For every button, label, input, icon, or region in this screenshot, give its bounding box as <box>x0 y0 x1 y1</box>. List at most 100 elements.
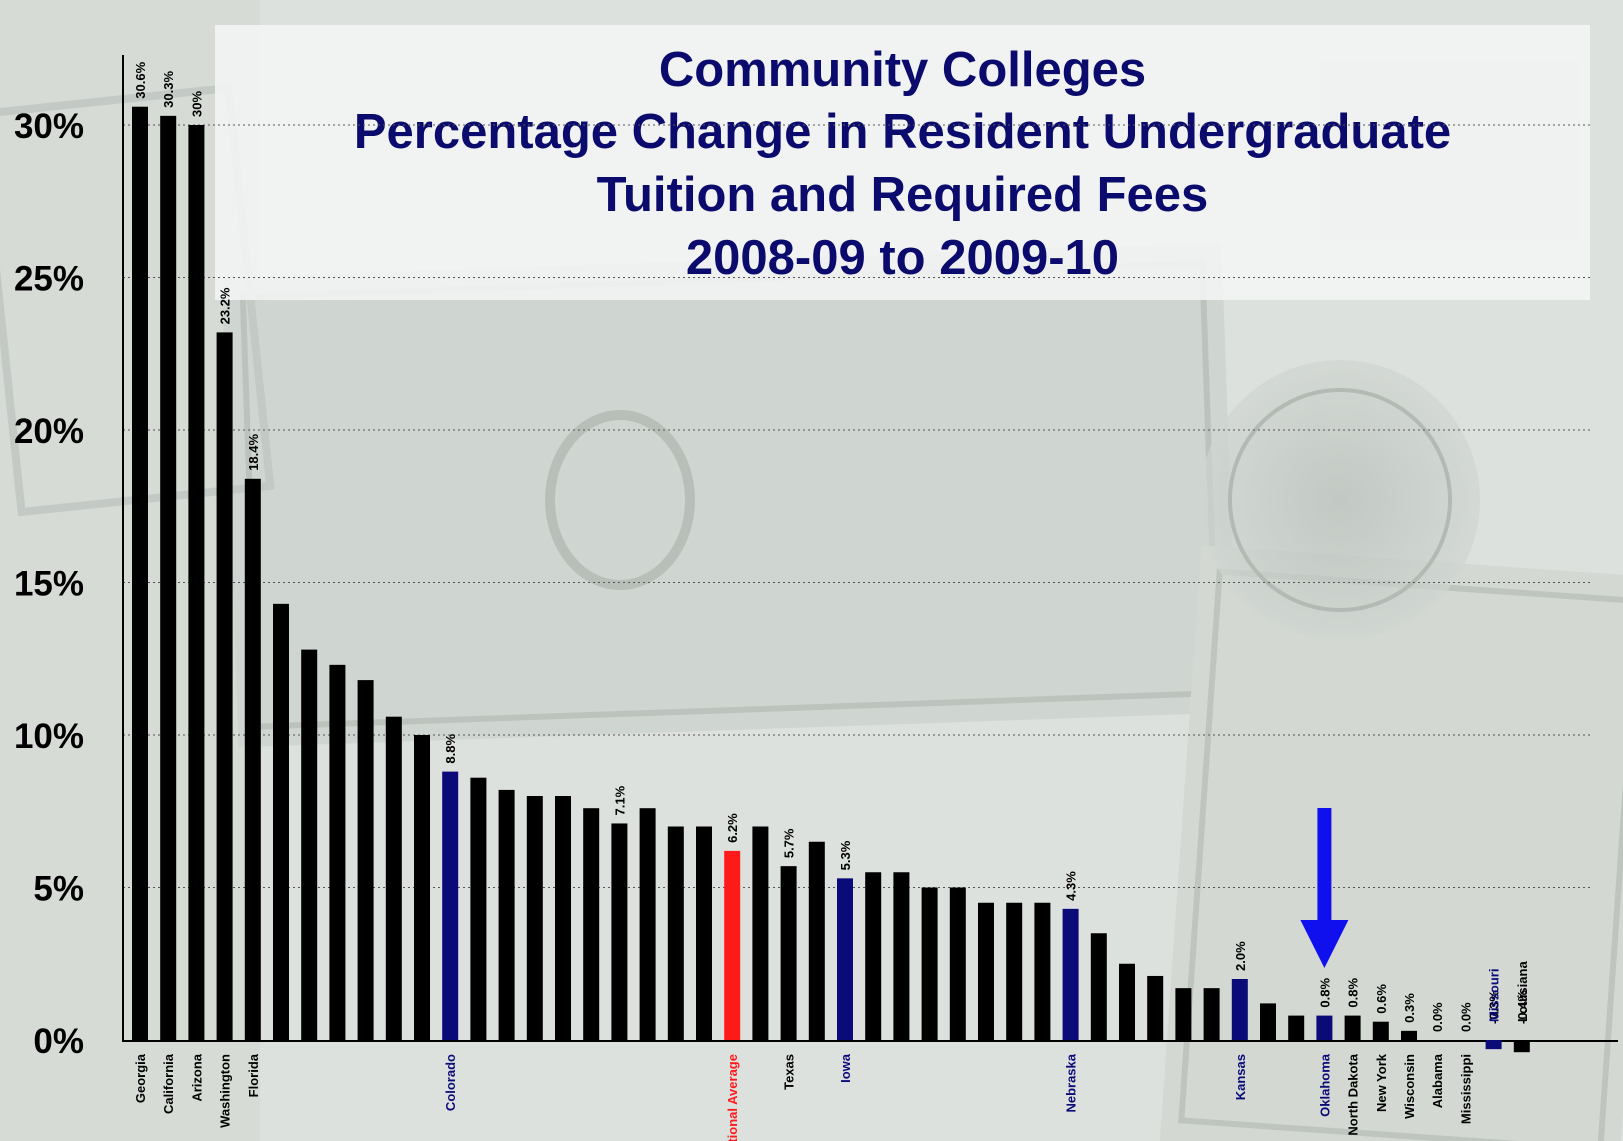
bar <box>1090 933 1107 1040</box>
bar <box>526 796 543 1040</box>
bar <box>1119 963 1135 1040</box>
data-label: 30.6% <box>133 61 148 98</box>
bar <box>1062 908 1079 1040</box>
data-label: 30.3% <box>161 71 176 108</box>
data-label: 0.8% <box>1317 978 1332 1008</box>
category-label: Georgia <box>133 1053 148 1103</box>
bar <box>1457 1040 1474 1041</box>
bar <box>611 823 628 1040</box>
bar <box>1231 979 1248 1040</box>
bar <box>273 603 289 1040</box>
bar <box>188 125 205 1040</box>
bar <box>1372 1021 1389 1040</box>
bar <box>216 332 233 1040</box>
bar <box>978 902 994 1040</box>
bar <box>1203 988 1220 1040</box>
bar <box>808 841 825 1040</box>
data-label: 5.7% <box>782 828 797 858</box>
y-tick-label: 15% <box>14 565 84 604</box>
bar <box>132 106 148 1040</box>
chart-title-line-4: 2008-09 to 2009-10 <box>685 231 1120 285</box>
category-label: New York <box>1374 1053 1389 1112</box>
data-label: -0.3% <box>1487 990 1502 1024</box>
bar <box>1316 1015 1333 1040</box>
bar <box>949 887 966 1040</box>
bar <box>1513 1040 1530 1053</box>
data-label: 0.3% <box>1402 993 1417 1023</box>
bar <box>1344 1015 1361 1040</box>
bar <box>837 878 853 1040</box>
bar <box>1034 902 1051 1040</box>
chart-title-line-1: Community Colleges <box>658 43 1147 97</box>
data-label: 2.0% <box>1233 941 1248 971</box>
data-label: 7.1% <box>612 785 627 815</box>
data-label: 0.0% <box>1458 1002 1473 1032</box>
bar <box>385 716 402 1040</box>
bar <box>160 115 177 1041</box>
data-label: 8.8% <box>443 734 458 764</box>
bar <box>780 866 797 1040</box>
category-label: Alabama <box>1430 1053 1445 1108</box>
category-label: Nebraska <box>1064 1053 1079 1112</box>
bar <box>329 664 346 1040</box>
category-label: Mississippi <box>1458 1054 1473 1124</box>
y-tick-label: 25% <box>14 260 84 299</box>
category-label: Wisconsin <box>1402 1054 1417 1119</box>
category-label: Louisiana <box>1515 961 1530 1022</box>
bar <box>470 777 487 1040</box>
arrow-shaft <box>1317 808 1332 923</box>
category-label: National Average <box>725 1054 740 1141</box>
category-label: Kansas <box>1233 1054 1248 1100</box>
bar <box>639 808 656 1040</box>
bar <box>442 771 459 1040</box>
bar <box>498 789 515 1040</box>
bar <box>752 826 769 1040</box>
bar <box>1006 902 1023 1040</box>
bar <box>357 680 374 1040</box>
bar <box>893 872 910 1040</box>
bar <box>724 850 741 1040</box>
bar <box>1147 975 1164 1040</box>
category-label: North Dakota <box>1346 1053 1361 1135</box>
data-label: 23.2% <box>218 287 233 324</box>
data-label: 18.4% <box>246 433 261 470</box>
category-label: Missouri <box>1487 969 1502 1022</box>
category-label: Washington <box>218 1054 233 1128</box>
y-tick-label: 5% <box>33 870 84 909</box>
y-tick-label: 30% <box>14 107 84 146</box>
arrow-head <box>1300 920 1349 968</box>
title-panel <box>215 25 1590 300</box>
bar <box>921 887 938 1040</box>
bar <box>555 796 571 1040</box>
bar <box>1429 1040 1446 1041</box>
bar <box>1485 1040 1502 1050</box>
bar <box>244 478 261 1040</box>
bar <box>301 649 318 1040</box>
data-label: 5.3% <box>838 840 853 870</box>
bar <box>667 826 684 1040</box>
category-label: Colorado <box>443 1054 458 1111</box>
data-label: 30% <box>189 91 204 117</box>
category-label: Florida <box>246 1053 261 1097</box>
data-label: 4.3% <box>1064 871 1079 901</box>
chart-title-line-2: Percentage Change in Resident Undergradu… <box>353 105 1452 159</box>
data-label: 0.0% <box>1430 1002 1445 1032</box>
bar <box>1288 1015 1305 1040</box>
y-tick-label: 20% <box>14 412 84 451</box>
chart-title-line-3: Tuition and Required Fees <box>596 168 1209 222</box>
data-label: 0.8% <box>1346 978 1361 1008</box>
category-label: Texas <box>782 1054 797 1090</box>
bar <box>1401 1030 1417 1040</box>
category-label: Oklahoma <box>1317 1053 1332 1117</box>
y-tick-label: 10% <box>14 717 84 756</box>
bar <box>414 735 430 1040</box>
category-label: California <box>161 1053 176 1114</box>
bar <box>583 808 600 1040</box>
category-label: Arizona <box>189 1053 204 1101</box>
data-label: 0.6% <box>1374 984 1389 1014</box>
bar <box>1175 988 1192 1040</box>
data-label: 6.2% <box>725 813 740 843</box>
y-tick-label: 0% <box>33 1022 84 1061</box>
